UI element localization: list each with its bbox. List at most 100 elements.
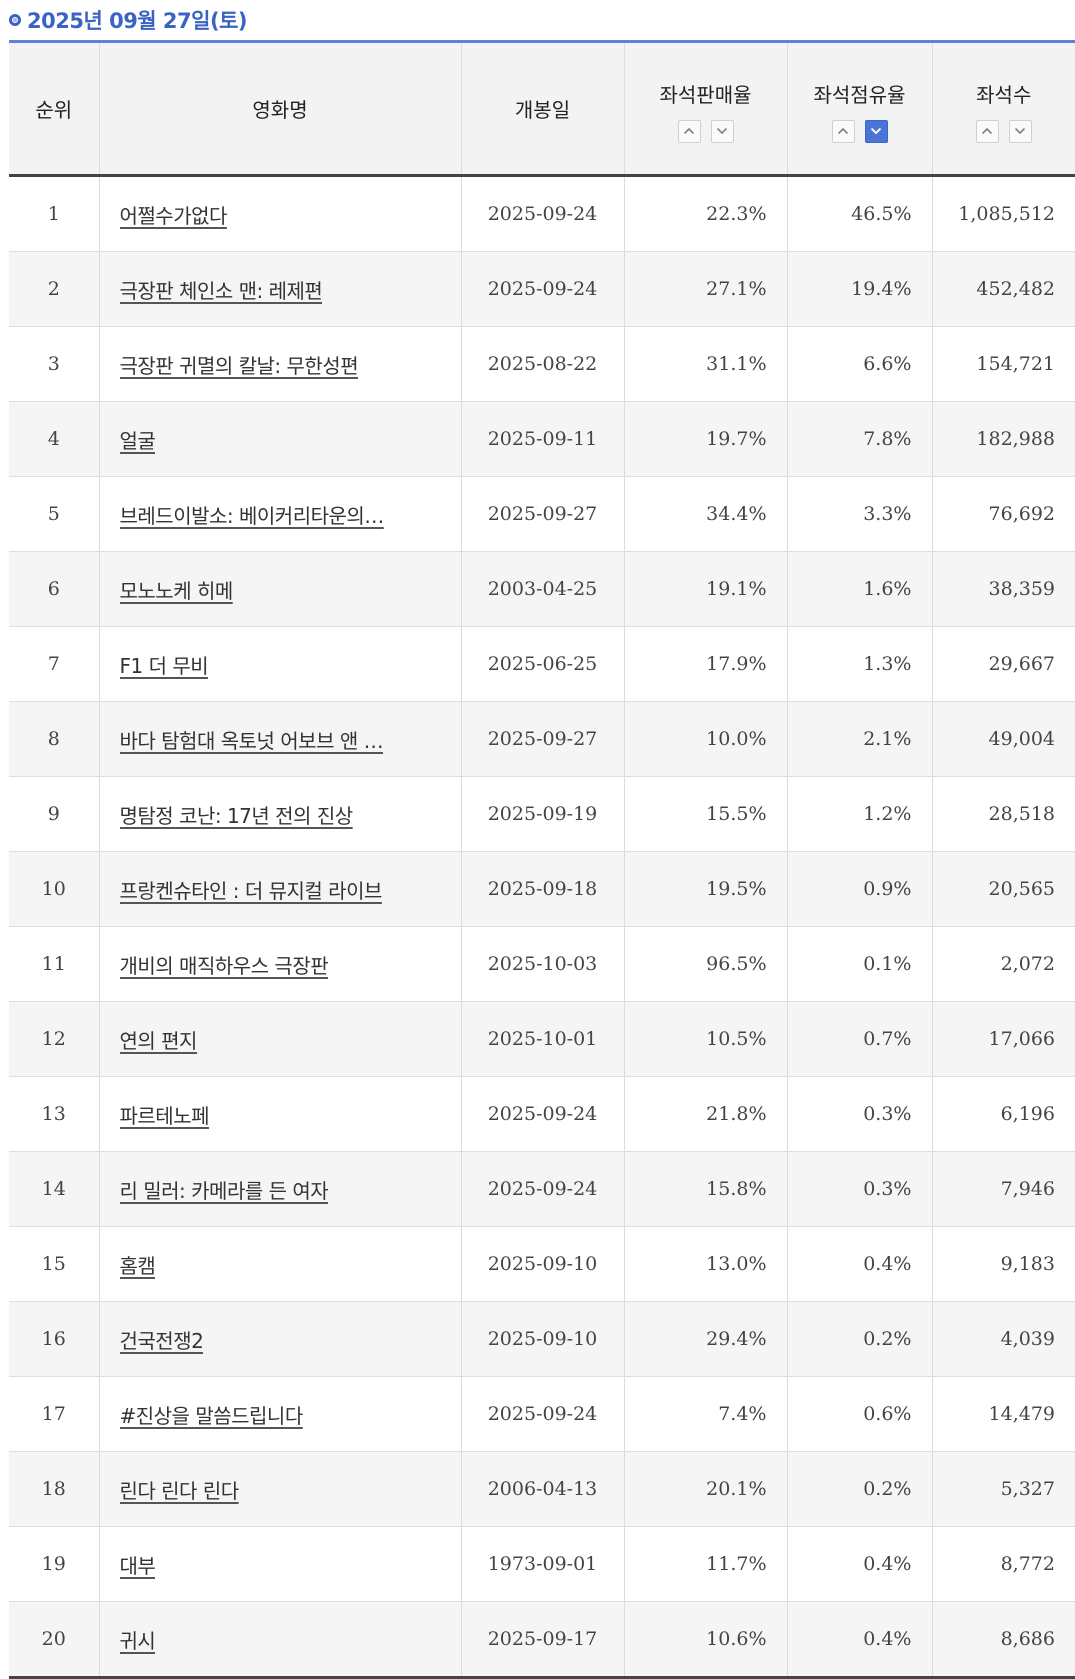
rank-cell: 14 [9,1151,99,1227]
share-rate-cell: 46.5% [786,175,932,252]
movie-title-link[interactable]: 얼굴 [119,428,156,453]
seats-cell: 6,196 [931,1076,1075,1152]
sales-rate-cell: 29.4% [623,1301,787,1377]
rank-cell: 10 [9,851,99,927]
title-cell: 귀시 [98,1601,461,1679]
open-date-cell: 2025-06-25 [460,626,624,702]
share-rate-cell: 3.3% [786,476,932,552]
movie-title-link[interactable]: 명탐정 코난: 17년 전의 진상 [119,803,353,828]
movie-title-link[interactable]: 리 밀러: 카메라를 든 여자 [119,1178,329,1203]
open-date-cell: 2025-09-19 [460,776,624,852]
movie-title-link[interactable]: 프랑켄슈타인 : 더 뮤지컬 라이브 [119,878,382,903]
share-rate-cell: 7.8% [786,401,932,477]
share-rate-cell: 1.3% [786,626,932,702]
seats-cell: 1,085,512 [931,175,1075,252]
share-rate-sort-asc-button[interactable] [831,119,855,143]
col-rank-header: 순위 [9,41,99,177]
table-row: 8 바다 탐험대 옥토넛 어보브 앤 … 2025-09-27 10.0% 2.1% 49… [9,701,1075,777]
chevron-up-icon [837,127,849,135]
seats-cell: 8,686 [931,1601,1075,1679]
movie-title-link[interactable]: 린다 린다 린다 [119,1478,239,1503]
table-row: 15 홈캠 2025-09-10 13.0% 0.4% 9,183 [9,1226,1075,1302]
header-row: 순위 영화명 개봉일 좌석판매율 [9,41,1075,177]
seats-cell: 8,772 [931,1526,1075,1602]
rank-cell: 17 [9,1376,99,1452]
col-rank-label: 순위 [35,98,73,122]
rank-cell: 16 [9,1301,99,1377]
sales-rate-cell: 19.7% [623,401,787,477]
rank-cell: 3 [9,326,99,402]
seats-cell: 4,039 [931,1301,1075,1377]
movie-title-link[interactable]: 홈캠 [119,1253,156,1278]
title-cell: 프랑켄슈타인 : 더 뮤지컬 라이브 [98,851,461,927]
seats-sort-desc-button[interactable] [1008,119,1032,143]
table-row: 11 개비의 매직하우스 극장판 2025-10-03 96.5% 0.1% 2,072 [9,926,1075,1002]
open-date-cell: 2025-09-10 [460,1301,624,1377]
title-cell: 연의 편지 [98,1001,461,1077]
share-rate-cell: 0.9% [786,851,932,927]
sales-rate-cell: 31.1% [623,326,787,402]
movie-title-link[interactable]: 귀시 [119,1628,156,1653]
col-seats-header: 좌석수 [931,41,1075,177]
rank-cell: 9 [9,776,99,852]
rank-cell: 12 [9,1001,99,1077]
movie-title-link[interactable]: #진상을 말씀드립니다 [119,1403,303,1428]
sales-rate-cell: 19.5% [623,851,787,927]
table-row: 18 린다 린다 린다 2006-04-13 20.1% 0.2% 5,327 [9,1451,1075,1527]
sales-rate-sort-desc-button[interactable] [710,119,734,143]
movie-title-link[interactable]: 대부 [119,1553,156,1578]
circle-bullet-icon [9,14,21,26]
rank-cell: 19 [9,1526,99,1602]
col-title-label: 영화명 [252,98,308,122]
table-row: 6 모노노케 히메 2003-04-25 19.1% 1.6% 38,359 [9,551,1075,627]
open-date-cell: 2003-04-25 [460,551,624,627]
sales-rate-cell: 11.7% [623,1526,787,1602]
rank-cell: 6 [9,551,99,627]
title-cell: 극장판 귀멸의 칼날: 무한성편 [98,326,461,402]
open-date-cell: 2025-10-01 [460,1001,624,1077]
table-row: 14 리 밀러: 카메라를 든 여자 2025-09-24 15.8% 0.3% 7,94… [9,1151,1075,1227]
seats-cell: 182,988 [931,401,1075,477]
movie-title-link[interactable]: 모노노케 히메 [119,578,233,603]
table-row: 7 F1 더 무비 2025-06-25 17.9% 1.3% 29,667 [9,626,1075,702]
movie-title-link[interactable]: 브레드이발소: 베이커리타운의… [119,503,384,528]
sales-rate-cell: 20.1% [623,1451,787,1527]
rank-cell: 15 [9,1226,99,1302]
movie-title-link[interactable]: F1 더 무비 [119,653,209,678]
share-rate-cell: 0.2% [786,1301,932,1377]
share-rate-cell: 0.3% [786,1076,932,1152]
sales-rate-sort-asc-button[interactable] [677,119,701,143]
share-rate-cell: 0.4% [786,1526,932,1602]
share-rate-cell: 6.6% [786,326,932,402]
movie-title-link[interactable]: 극장판 귀멸의 칼날: 무한성편 [119,353,359,378]
sales-rate-cell: 10.5% [623,1001,787,1077]
movie-title-link[interactable]: 어쩔수가없다 [119,203,227,228]
movie-title-link[interactable]: 파르테노페 [119,1103,210,1128]
table-row: 4 얼굴 2025-09-11 19.7% 7.8% 182,988 [9,401,1075,477]
movie-title-link[interactable]: 건국전쟁2 [119,1328,204,1353]
seats-sort-asc-button[interactable] [975,119,999,143]
ranking-rows: 1 어쩔수가없다 2025-09-24 22.3% 46.5% 1,085,512 2 극장판… [9,175,1075,1679]
ranking-table: 순위 영화명 개봉일 좌석판매율 [9,40,1075,1679]
movie-title-link[interactable]: 바다 탐험대 옥토넛 어보브 앤 … [119,728,384,753]
rank-cell: 7 [9,626,99,702]
table-row: 2 극장판 체인소 맨: 레제편 2025-09-24 27.1% 19.4% 452,4… [9,251,1075,327]
chevron-up-icon [982,127,993,135]
rank-cell: 4 [9,401,99,477]
sales-rate-cell: 21.8% [623,1076,787,1152]
open-date-cell: 2025-09-24 [460,1151,624,1227]
share-rate-sort-desc-button[interactable] [864,119,888,143]
open-date-cell: 2025-10-03 [460,926,624,1002]
col-open-date-header: 개봉일 [460,41,624,177]
open-date-cell: 2025-09-27 [460,701,624,777]
movie-title-link[interactable]: 연의 편지 [119,1028,197,1053]
col-share-rate-header: 좌석점유율 [786,41,932,177]
title-cell: 어쩔수가없다 [98,175,461,252]
title-cell: 린다 린다 린다 [98,1451,461,1527]
movie-title-link[interactable]: 극장판 체인소 맨: 레제편 [119,278,323,303]
rank-cell: 13 [9,1076,99,1152]
seats-cell: 7,946 [931,1151,1075,1227]
seats-cell: 452,482 [931,251,1075,327]
movie-title-link[interactable]: 개비의 매직하우스 극장판 [119,953,329,978]
open-date-cell: 2025-09-24 [460,251,624,327]
